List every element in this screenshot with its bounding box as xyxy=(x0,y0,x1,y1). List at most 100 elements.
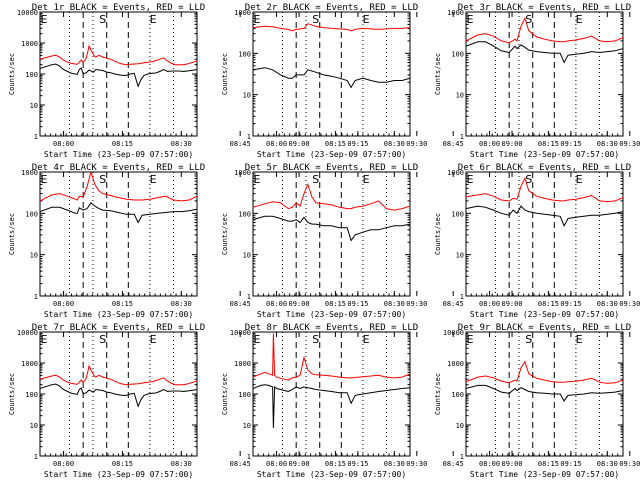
panel-title: Det 4r BLACK = Events, RED = LLD xyxy=(32,163,205,173)
interval-marker: E xyxy=(254,13,261,26)
interval-marker: E xyxy=(150,173,157,186)
panel-4: Det 4r BLACK = Events, RED = LLD Counts/s… xyxy=(8,163,427,319)
y-tick-label: 1000 xyxy=(234,360,251,368)
x-tick-label: 08:30 xyxy=(384,140,405,148)
x-tick-label: 09:30 xyxy=(406,300,427,308)
x-tick-label: 08:15 xyxy=(112,140,133,148)
y-axis-label: Counts/sec xyxy=(221,53,229,95)
interval-marker: S xyxy=(312,333,319,346)
events-series-line xyxy=(40,383,197,408)
x-axis-label: Start Time (23-Sep-09 07:57:00) xyxy=(257,310,406,319)
y-axis-label: Counts/sec xyxy=(8,213,16,255)
x-tick-label: 08:45 xyxy=(443,300,464,308)
x-tick-label: 08:30 xyxy=(171,300,192,308)
x-tick-label: 08:15 xyxy=(112,300,133,308)
panel-title: Det 1r BLACK = Events, RED = LLD xyxy=(32,3,205,13)
x-tick-label: 09:15 xyxy=(560,300,581,308)
events-series-line xyxy=(40,63,197,88)
y-tick-label: 100 xyxy=(25,391,38,399)
lld-series-line xyxy=(466,17,623,44)
y-axis-label: Counts/sec xyxy=(434,213,442,255)
x-tick-label: 08:30 xyxy=(171,140,192,148)
y-tick-label: 100 xyxy=(451,210,464,218)
x-tick-label: 08:45 xyxy=(443,460,464,468)
x-tick-label: 08:15 xyxy=(112,460,133,468)
panel-title: Det 3r BLACK = Events, RED = LLD xyxy=(458,3,631,13)
interval-marker: E xyxy=(467,173,474,186)
y-tick-label: 10000 xyxy=(17,329,38,337)
events-series-line xyxy=(466,205,623,227)
panel-7: Det 7r BLACK = Events, RED = LLD Counts/s… xyxy=(8,323,427,479)
plot-frame xyxy=(39,11,198,137)
interval-marker: E xyxy=(576,13,583,26)
y-tick-label: 10 xyxy=(243,252,251,260)
y-tick-label: 1 xyxy=(34,133,38,141)
interval-marker: E xyxy=(467,333,474,346)
x-tick-label: 08:00 xyxy=(479,460,500,468)
x-tick-label: 09:30 xyxy=(406,460,427,468)
plot-frame xyxy=(39,171,198,297)
x-tick-label: 09:00 xyxy=(289,300,310,308)
y-tick-label: 1 xyxy=(247,293,251,301)
panel-title: Det 9r BLACK = Events, RED = LLD xyxy=(458,323,631,333)
plot-frame xyxy=(252,331,411,457)
panel-5: Det 5r BLACK = Events, RED = LLD Counts/s… xyxy=(221,163,640,319)
panel-title: Det 5r BLACK = Events, RED = LLD xyxy=(245,163,418,173)
x-axis-label: Start Time (23-Sep-09 07:57:00) xyxy=(257,150,406,159)
interval-marker: E xyxy=(150,13,157,26)
y-tick-label: 1 xyxy=(247,453,251,461)
y-tick-label: 1 xyxy=(34,453,38,461)
events-series-line xyxy=(253,215,410,242)
y-tick-label: 1000 xyxy=(21,360,38,368)
lld-series-line xyxy=(40,364,197,386)
plot-frame xyxy=(252,171,411,297)
x-tick-label: 08:00 xyxy=(53,460,74,468)
panel-title: Det 2r BLACK = Events, RED = LLD xyxy=(245,3,418,13)
events-series-line xyxy=(253,67,410,89)
y-axis-label: Counts/sec xyxy=(8,53,16,95)
interval-marker: S xyxy=(525,333,532,346)
y-tick-label: 10000 xyxy=(230,329,251,337)
events-series-line xyxy=(40,202,197,224)
y-tick-label: 1000 xyxy=(234,9,251,17)
y-tick-label: 10 xyxy=(243,422,251,430)
y-tick-label: 10 xyxy=(30,102,38,110)
y-tick-label: 10 xyxy=(30,422,38,430)
interval-marker: S xyxy=(525,13,532,26)
y-tick-label: 10000 xyxy=(443,329,464,337)
x-tick-label: 09:00 xyxy=(289,460,310,468)
x-axis-label: Start Time (23-Sep-09 07:57:00) xyxy=(44,470,193,479)
x-tick-label: 08:00 xyxy=(266,460,287,468)
events-series-line xyxy=(466,41,623,64)
interval-marker: S xyxy=(99,173,106,186)
interval-marker: E xyxy=(576,173,583,186)
y-tick-label: 100 xyxy=(238,50,251,58)
lld-series-line xyxy=(40,172,197,202)
y-tick-label: 10 xyxy=(456,422,464,430)
y-tick-label: 100 xyxy=(25,210,38,218)
panel-1: Det 1r BLACK = Events, RED = LLD Counts/s… xyxy=(8,3,427,159)
x-tick-label: 08:45 xyxy=(230,300,251,308)
y-tick-label: 100 xyxy=(451,391,464,399)
x-tick-label: 08:30 xyxy=(384,460,405,468)
panel-6: Det 6r BLACK = Events, RED = LLD Counts/s… xyxy=(434,163,631,319)
x-tick-label: 08:45 xyxy=(230,140,251,148)
x-tick-label: 08:15 xyxy=(538,460,559,468)
lld-series-line xyxy=(40,44,197,66)
plot-frame xyxy=(252,11,411,137)
y-axis-label: Counts/sec xyxy=(8,373,16,415)
x-tick-label: 08:00 xyxy=(266,300,287,308)
y-tick-label: 1000 xyxy=(234,169,251,177)
y-tick-label: 100 xyxy=(238,391,251,399)
x-tick-label: 09:00 xyxy=(289,140,310,148)
y-tick-label: 1000 xyxy=(447,360,464,368)
x-tick-label: 08:15 xyxy=(538,300,559,308)
interval-marker: E xyxy=(41,173,48,186)
x-axis-label: Start Time (23-Sep-09 07:57:00) xyxy=(470,310,619,319)
y-tick-label: 1 xyxy=(460,133,464,141)
y-axis-label: Counts/sec xyxy=(221,213,229,255)
lld-series-line xyxy=(253,182,410,211)
y-tick-label: 1000 xyxy=(447,9,464,17)
x-axis-label: Start Time (23-Sep-09 07:57:00) xyxy=(44,150,193,159)
x-tick-label: 09:15 xyxy=(347,300,368,308)
